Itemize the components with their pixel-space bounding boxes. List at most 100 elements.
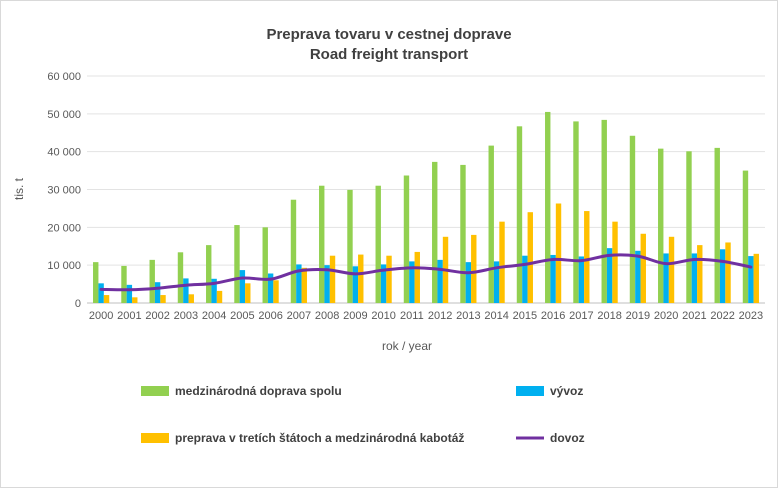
x-tick-label: 2007 xyxy=(287,310,311,322)
bar-preprava xyxy=(216,290,223,303)
x-tick-labels: 2000 2001 2002 2003 2004 2005 2006 2007 2008 2009… xyxy=(89,310,763,322)
bar-preprava xyxy=(188,294,194,303)
bar-medzinárodná xyxy=(206,245,212,303)
bar-vývoz xyxy=(465,262,472,303)
legend-swatch xyxy=(141,386,169,396)
bar-vývoz xyxy=(324,265,330,303)
y-tick-labels: 0 10 000 20 000 30 000 40 000 50 000 60 000 xyxy=(47,71,81,310)
x-tick-label: 2008 xyxy=(315,310,339,322)
bar-medzinárodná xyxy=(742,170,749,303)
bar-preprava xyxy=(584,211,590,303)
bar-medzinárodná xyxy=(432,161,438,303)
bar-vývoz xyxy=(606,248,613,303)
bar-vývoz xyxy=(183,278,189,303)
bar-preprava xyxy=(471,234,477,303)
bar-preprava xyxy=(245,283,251,303)
bar-medzinárodná xyxy=(629,135,636,303)
bar-medzinárodná xyxy=(375,185,381,303)
x-tick-label: 2004 xyxy=(202,310,226,322)
bar-preprava xyxy=(499,221,505,303)
bar-preprava xyxy=(273,280,279,303)
bar-vývoz xyxy=(748,256,754,303)
bar-medzinárodná xyxy=(460,164,466,303)
x-tick-label: 2001 xyxy=(117,310,141,322)
bars xyxy=(93,111,759,304)
line-series xyxy=(99,253,753,292)
bar-medzinárodná xyxy=(290,199,297,303)
bar-vývoz xyxy=(380,264,387,303)
bar-preprava xyxy=(640,233,646,303)
bar-preprava xyxy=(358,254,364,303)
bar-vývoz xyxy=(635,250,641,303)
bar-vývoz xyxy=(522,255,528,303)
legend-label: medzinárodná doprava spolu xyxy=(175,384,342,398)
gridlines xyxy=(87,75,765,304)
bar-preprava xyxy=(555,203,562,303)
x-axis-label: rok / year xyxy=(382,339,432,353)
legend-label: vývoz xyxy=(550,384,583,398)
bar-preprava xyxy=(132,297,138,303)
bar-medzinárodná xyxy=(686,151,692,303)
bar-vývoz xyxy=(267,273,274,303)
x-tick-label: 2006 xyxy=(258,310,282,322)
bar-vývoz xyxy=(98,283,104,303)
y-axis-label: tis. t xyxy=(12,177,26,200)
bar-preprava xyxy=(329,255,336,303)
bar-medzinárodná xyxy=(658,148,664,303)
bar-medzinárodná xyxy=(488,145,494,303)
y-tick-label: 40 000 xyxy=(47,147,81,159)
x-tick-label: 2020 xyxy=(654,310,678,322)
x-tick-label: 2014 xyxy=(484,310,508,322)
line-dovoz xyxy=(99,253,753,292)
x-tick-label: 2010 xyxy=(371,310,395,322)
chart-title: Preprava tovaru v cestnej doprave xyxy=(266,26,511,43)
bar-medzinárodná xyxy=(347,189,353,303)
x-tick-label: 2023 xyxy=(739,310,763,322)
bar-medzinárodná xyxy=(319,185,325,303)
bar-vývoz xyxy=(409,261,415,303)
x-tick-label: 2012 xyxy=(428,310,452,322)
bar-medzinárodná xyxy=(403,175,410,303)
bar-preprava xyxy=(301,267,307,303)
bar-preprava xyxy=(725,242,731,303)
bar-preprava xyxy=(612,221,618,303)
y-tick-label: 20 000 xyxy=(47,222,81,234)
chart-subtitle: Road freight transport xyxy=(310,46,468,63)
x-tick-label: 2022 xyxy=(710,310,734,322)
legend-label: dovoz xyxy=(550,431,585,445)
bar-vývoz xyxy=(493,261,500,303)
y-tick-label: 10 000 xyxy=(47,260,81,272)
bar-medzinárodná xyxy=(545,111,551,303)
bar-preprava xyxy=(386,255,392,303)
y-tick-label: 50 000 xyxy=(47,109,81,121)
bar-vývoz xyxy=(663,253,669,303)
bar-vývoz xyxy=(211,278,217,303)
x-tick-label: 2002 xyxy=(145,310,169,322)
bar-medzinárodná xyxy=(177,252,184,303)
bar-vývoz xyxy=(578,256,585,303)
bar-preprava xyxy=(160,295,166,303)
x-tick-label: 2009 xyxy=(343,310,367,322)
bar-preprava xyxy=(697,245,703,303)
bar-vývoz xyxy=(352,266,359,303)
bar-preprava xyxy=(414,251,420,303)
x-tick-label: 2021 xyxy=(682,310,706,322)
bar-medzinárodná xyxy=(234,225,240,303)
bar-medzinárodná xyxy=(601,119,607,304)
y-tick-label: 30 000 xyxy=(47,185,81,197)
bar-preprava xyxy=(103,295,110,303)
bar-vývoz xyxy=(154,282,161,303)
bar-vývoz xyxy=(296,264,302,303)
x-tick-label: 2017 xyxy=(569,310,593,322)
x-tick-label: 2015 xyxy=(513,310,537,322)
x-tick-label: 2018 xyxy=(597,310,621,322)
x-tick-label: 2000 xyxy=(89,310,113,322)
x-tick-label: 2016 xyxy=(541,310,565,322)
bar-medzinárodná xyxy=(262,227,268,303)
bar-medzinárodná xyxy=(121,265,127,303)
bar-preprava xyxy=(753,253,759,303)
bar-medzinárodná xyxy=(93,262,99,303)
x-tick-label: 2019 xyxy=(626,310,650,322)
